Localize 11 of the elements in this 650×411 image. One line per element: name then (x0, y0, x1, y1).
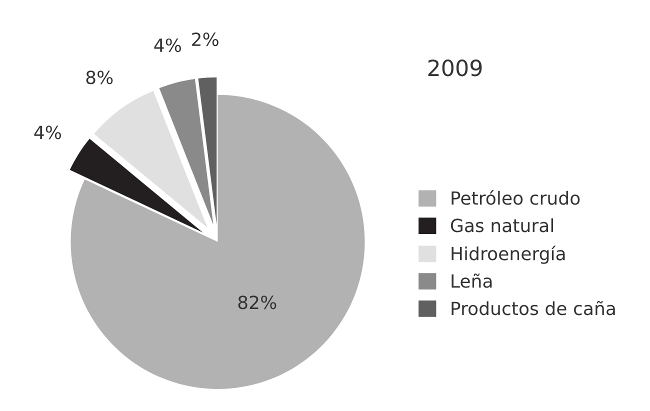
legend-label: Gas natural (450, 218, 553, 232)
data-label: 82% (238, 296, 276, 310)
text: 2009 (428, 60, 482, 76)
legend-label: Productos de caña (452, 300, 615, 316)
legend-label: Leña (452, 274, 492, 288)
data-label: 4% (34, 126, 62, 140)
data-label: 4% (154, 38, 181, 52)
legend-label: Petróleo crudo (452, 190, 580, 205)
data-label: 8% (86, 70, 113, 84)
legend-label: Hidroenergía (452, 246, 565, 264)
data-label: 2% (192, 32, 218, 46)
